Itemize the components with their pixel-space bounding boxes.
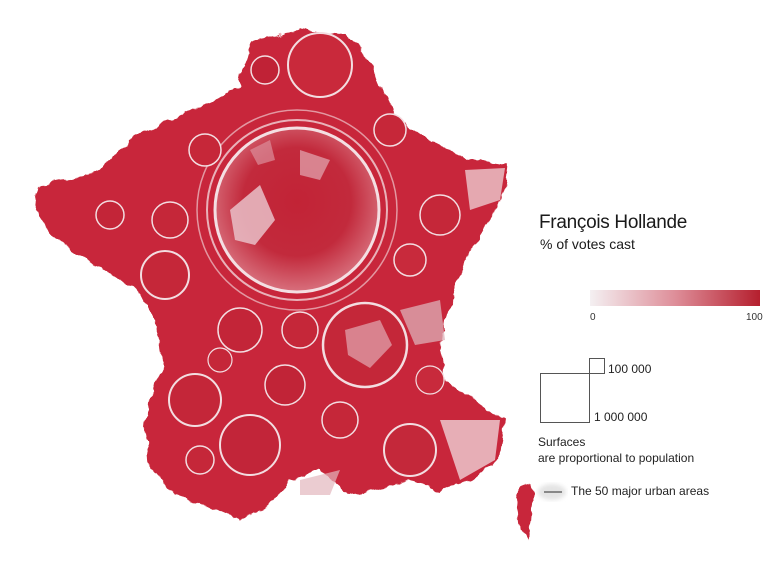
legend-title: François Hollande: [539, 212, 688, 233]
scale-max-label: 100: [746, 312, 763, 323]
surfaces-note-line2: are proportional to population: [538, 451, 695, 465]
urban-areas-label: The 50 major urban areas: [571, 484, 710, 498]
legend-subtitle: % of votes cast: [540, 236, 635, 252]
urban-area-outline-icon: [538, 484, 566, 500]
size-key-small-label: 100 000: [608, 362, 652, 376]
size-key-large-square: [540, 373, 590, 423]
size-key-small-square: [589, 358, 605, 374]
france-cartogram: [35, 30, 534, 540]
size-key-large-label: 1 000 000: [594, 410, 648, 424]
surfaces-note-line1: Surfaces: [538, 435, 586, 449]
scale-min-label: 0: [590, 312, 596, 323]
color-scale-bar: [590, 290, 760, 306]
